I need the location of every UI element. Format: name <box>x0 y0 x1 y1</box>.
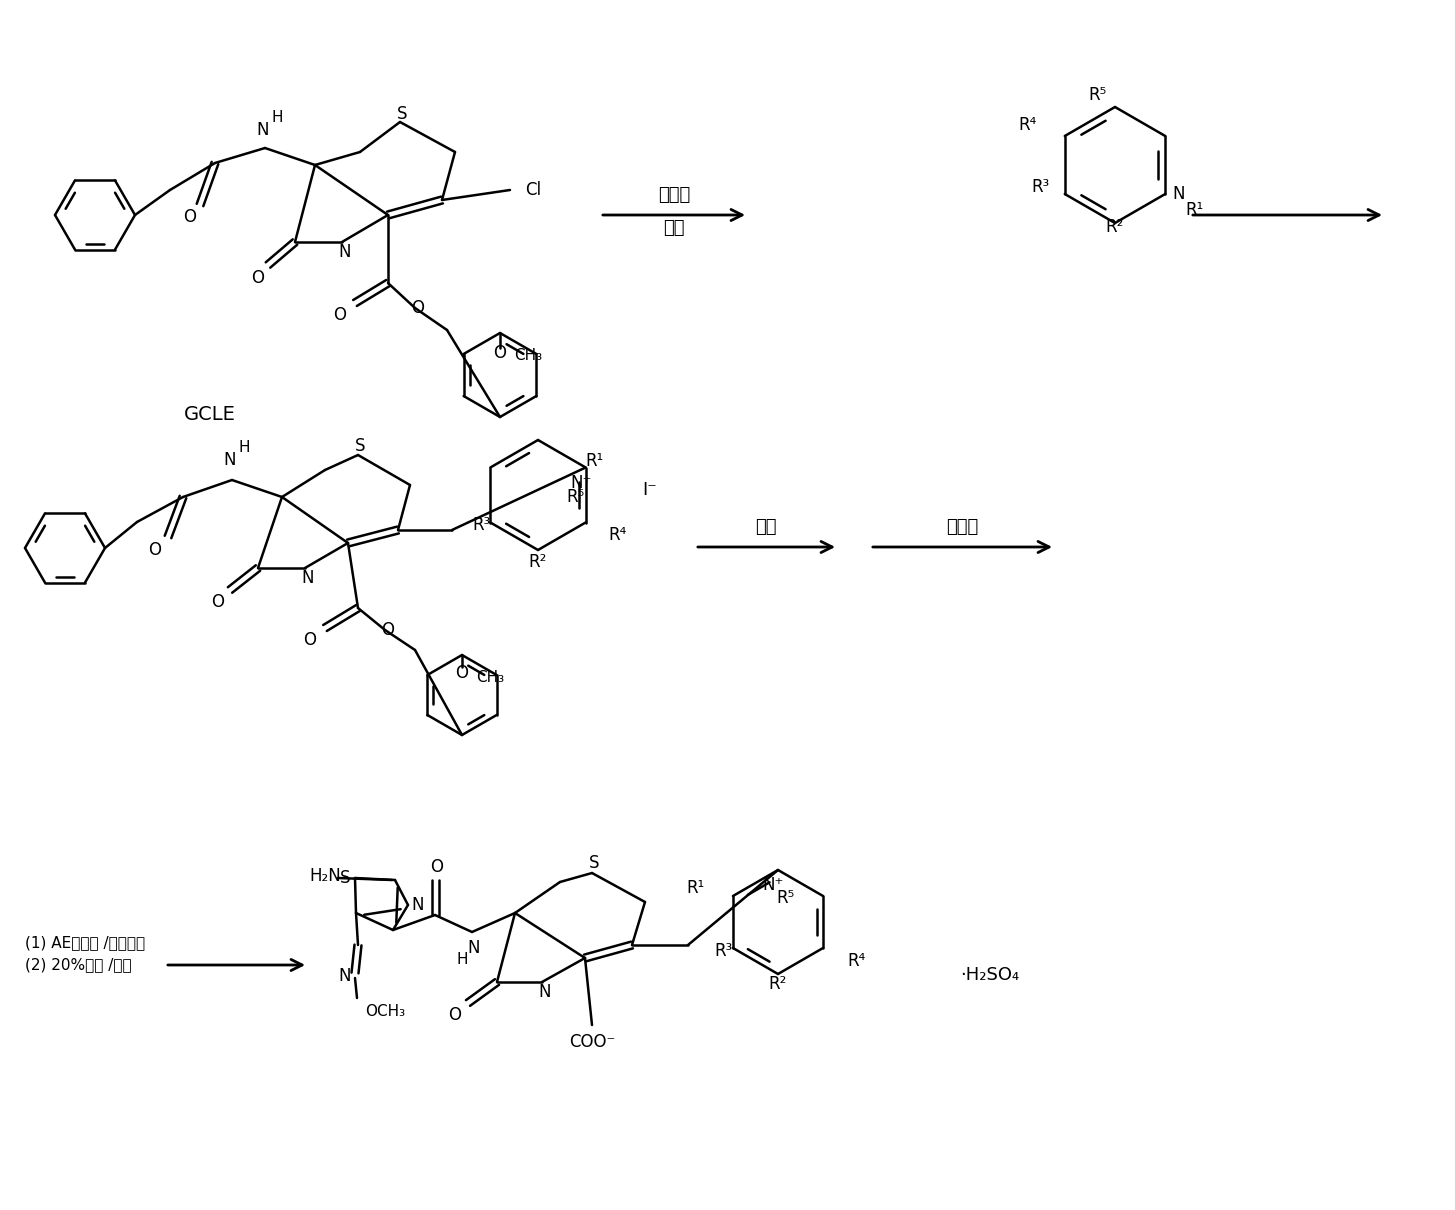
Text: 苯酚: 苯酚 <box>755 518 777 536</box>
Text: N: N <box>412 895 425 914</box>
Text: O: O <box>493 344 506 362</box>
Text: N: N <box>1171 185 1184 203</box>
Text: O: O <box>148 541 162 559</box>
Text: R¹: R¹ <box>585 453 604 471</box>
Text: O: O <box>455 664 469 682</box>
Text: O: O <box>412 299 425 317</box>
Text: N: N <box>538 983 551 1001</box>
Text: S: S <box>589 854 599 872</box>
Text: H: H <box>271 110 282 126</box>
Text: R²: R² <box>1106 218 1125 236</box>
Text: R¹: R¹ <box>687 878 706 897</box>
Text: O: O <box>448 1006 461 1024</box>
Text: O: O <box>252 269 265 287</box>
Text: N: N <box>339 243 351 261</box>
Text: O: O <box>211 593 224 611</box>
Text: S: S <box>355 437 365 455</box>
Text: 丙酮: 丙酮 <box>663 219 685 237</box>
Text: N⁺: N⁺ <box>570 473 591 491</box>
Text: CH₃: CH₃ <box>476 669 503 685</box>
Text: COO⁻: COO⁻ <box>569 1033 615 1051</box>
Text: O: O <box>333 306 346 324</box>
Text: O: O <box>183 208 196 226</box>
Text: S: S <box>397 105 407 123</box>
Text: OCH₃: OCH₃ <box>365 1004 404 1020</box>
Text: R²: R² <box>528 553 547 571</box>
Text: N⁺: N⁺ <box>762 876 784 894</box>
Text: (2) 20%硫酸 /乙醇: (2) 20%硫酸 /乙醇 <box>25 957 131 973</box>
Text: R²: R² <box>768 975 787 993</box>
Text: R¹: R¹ <box>1186 201 1203 219</box>
Text: 酶水解: 酶水解 <box>946 518 978 536</box>
Text: CH₃: CH₃ <box>514 347 543 363</box>
Text: O: O <box>381 621 394 639</box>
Text: O: O <box>304 630 317 649</box>
Text: N: N <box>256 121 269 139</box>
Text: N: N <box>339 967 351 985</box>
Text: R⁴: R⁴ <box>1018 116 1037 134</box>
Text: GCLE: GCLE <box>185 405 236 425</box>
Text: R³: R³ <box>714 941 732 960</box>
Text: ·H₂SO₄: ·H₂SO₄ <box>960 966 1020 984</box>
Text: S: S <box>340 869 351 887</box>
Text: R⁴: R⁴ <box>848 951 866 969</box>
Text: 碘化钠: 碘化钠 <box>658 186 690 204</box>
Text: R⁵: R⁵ <box>566 489 585 507</box>
Text: Cl: Cl <box>525 182 541 198</box>
Text: N: N <box>467 939 480 957</box>
Text: (1) AE活性酯 /四氢呋喃: (1) AE活性酯 /四氢呋喃 <box>25 935 146 951</box>
Text: H: H <box>457 952 467 968</box>
Text: R⁵: R⁵ <box>1088 86 1106 104</box>
Text: R⁴: R⁴ <box>608 526 627 544</box>
Text: R⁵: R⁵ <box>777 889 794 908</box>
Text: H: H <box>239 440 250 455</box>
Text: R³: R³ <box>1032 178 1051 196</box>
Text: I⁻: I⁻ <box>643 482 658 499</box>
Text: N: N <box>224 451 236 469</box>
Text: N: N <box>301 569 314 587</box>
Text: H₂N: H₂N <box>308 868 340 885</box>
Text: R³: R³ <box>473 517 490 535</box>
Text: O: O <box>431 858 444 876</box>
